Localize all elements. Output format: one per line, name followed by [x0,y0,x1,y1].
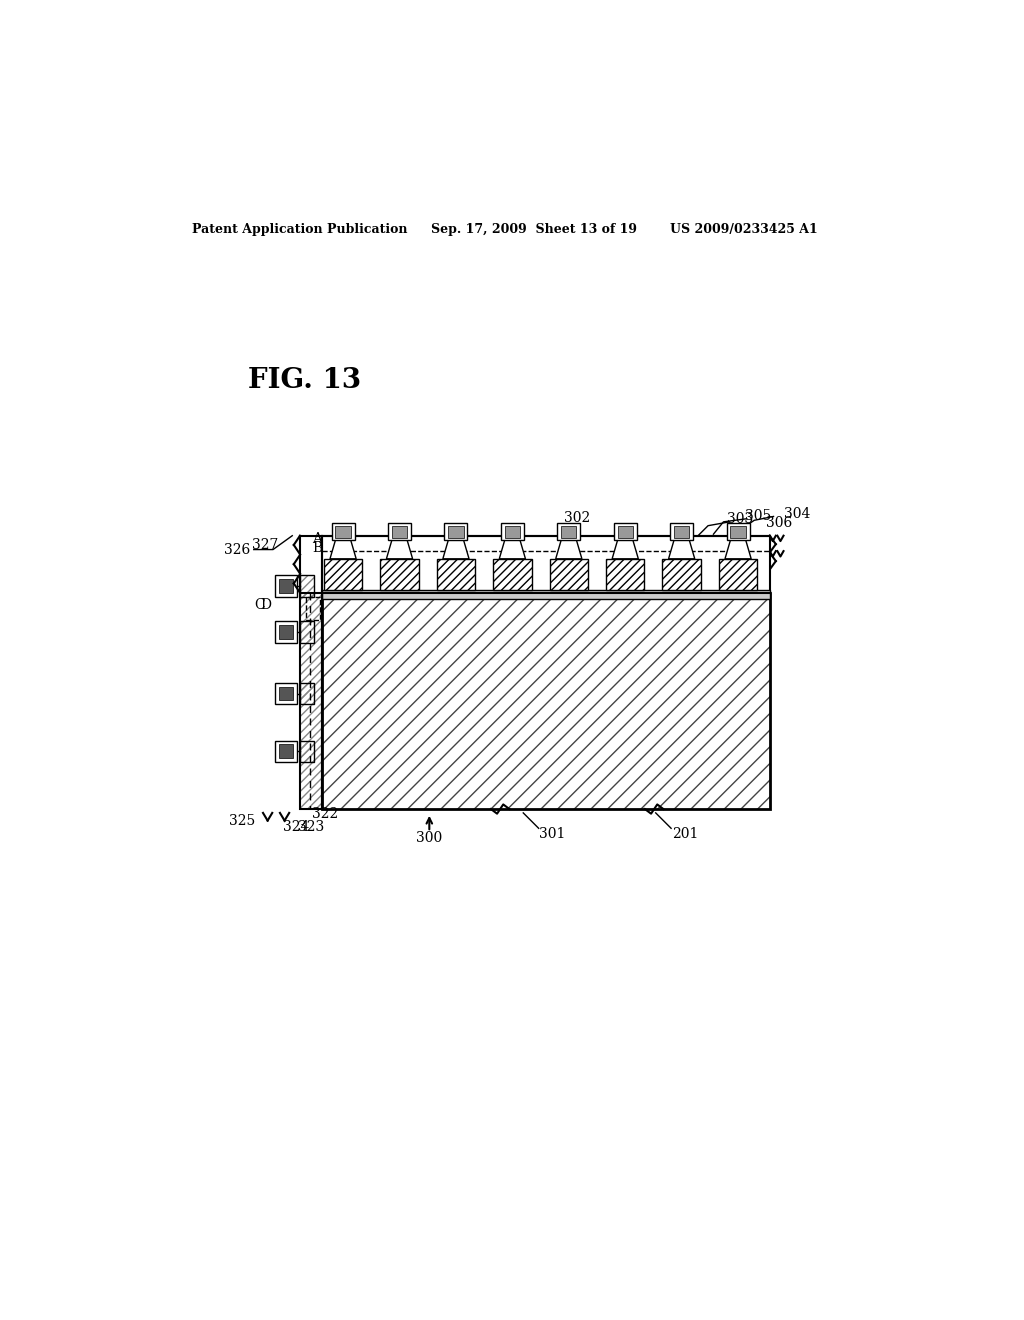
Bar [444,524,468,540]
Text: 302: 302 [564,511,590,525]
Bar [300,576,313,597]
Text: 300: 300 [416,832,442,845]
Text: A: A [312,532,322,545]
Text: 303: 303 [727,512,753,525]
Bar [324,558,362,590]
Text: D: D [260,598,271,612]
Bar [275,622,297,643]
Bar [322,594,770,809]
Polygon shape [500,540,525,558]
Text: 323: 323 [298,820,325,834]
Bar [505,525,520,539]
Bar [550,558,588,590]
Text: 324: 324 [283,820,309,834]
Text: FIG. 13: FIG. 13 [248,367,360,393]
Bar [280,578,293,593]
Bar [501,524,524,540]
Text: US 2009/0233425 A1: US 2009/0233425 A1 [670,223,817,236]
Bar [674,525,689,539]
Bar [300,682,313,705]
Bar [663,558,700,590]
Polygon shape [556,540,582,558]
Bar [322,536,770,594]
Polygon shape [442,540,469,558]
Text: 305: 305 [745,508,771,523]
Text: 325: 325 [229,813,255,828]
Bar [332,524,354,540]
Bar [557,524,581,540]
Polygon shape [330,540,356,558]
Polygon shape [725,540,752,558]
Text: 322: 322 [311,808,338,821]
Text: 201: 201 [672,826,698,841]
Bar [727,524,750,540]
Bar [561,525,577,539]
Bar [322,594,770,809]
Bar [436,558,475,590]
Bar [670,524,693,540]
Bar [336,525,351,539]
Bar [494,558,531,590]
Text: B: B [312,541,322,554]
Bar [280,744,293,758]
Text: C: C [255,598,265,612]
Bar [275,682,297,705]
Text: 304: 304 [783,507,810,521]
Bar [275,741,297,762]
Text: 326: 326 [223,543,250,557]
Text: 327: 327 [252,539,279,552]
Bar [606,558,644,590]
Bar [388,524,411,540]
Bar [449,525,464,539]
Bar [730,525,745,539]
Bar [300,622,313,643]
Bar [392,525,408,539]
Bar [380,558,419,590]
Bar [280,686,293,701]
Bar [300,682,313,705]
Bar [300,576,313,597]
Polygon shape [669,540,694,558]
Bar [300,741,313,762]
Bar [613,524,637,540]
Bar [280,626,293,639]
Bar [322,590,770,599]
Bar [275,576,297,597]
Bar [719,558,758,590]
Polygon shape [386,540,413,558]
Polygon shape [612,540,638,558]
Bar [300,594,322,809]
Bar [300,594,322,809]
Text: 301: 301 [540,826,565,841]
Text: Sep. 17, 2009  Sheet 13 of 19: Sep. 17, 2009 Sheet 13 of 19 [431,223,637,236]
Text: Patent Application Publication: Patent Application Publication [193,223,408,236]
Bar [306,597,319,620]
Bar [300,622,313,643]
Bar [300,741,313,762]
Text: 306: 306 [766,516,792,529]
Bar [617,525,633,539]
